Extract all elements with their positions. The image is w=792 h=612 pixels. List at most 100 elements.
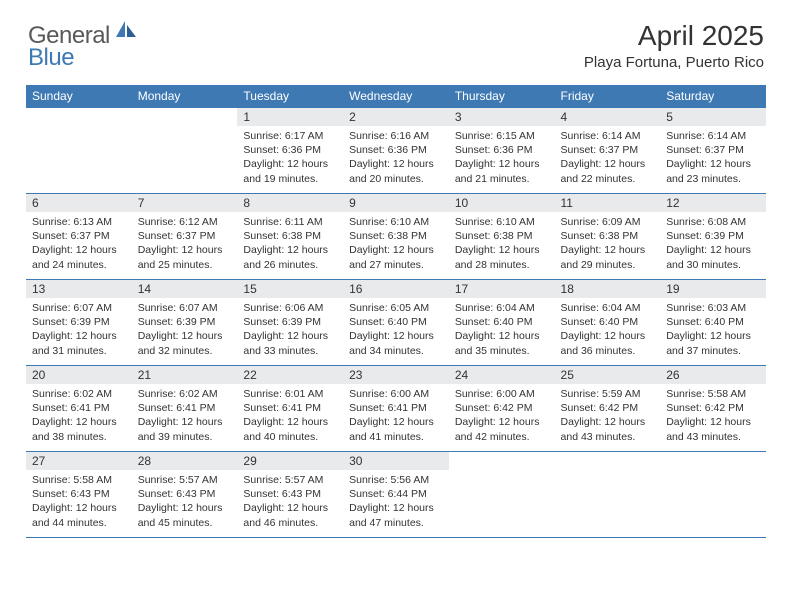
weekday-header: Thursday [449,85,555,108]
calendar-table: SundayMondayTuesdayWednesdayThursdayFrid… [26,85,766,538]
day-details: Sunrise: 6:06 AMSunset: 6:39 PMDaylight:… [237,298,343,362]
month-year: April 2025 [584,20,764,52]
calendar-week-row: 6Sunrise: 6:13 AMSunset: 6:37 PMDaylight… [26,194,766,280]
calendar-day-cell: 19Sunrise: 6:03 AMSunset: 6:40 PMDayligh… [660,280,766,366]
day-details: Sunrise: 6:02 AMSunset: 6:41 PMDaylight:… [132,384,238,448]
calendar-day-cell: 29Sunrise: 5:57 AMSunset: 6:43 PMDayligh… [237,452,343,538]
day-number: 27 [26,452,132,470]
day-number: 18 [555,280,661,298]
day-number: 13 [26,280,132,298]
day-details: Sunrise: 6:07 AMSunset: 6:39 PMDaylight:… [132,298,238,362]
weekday-header: Tuesday [237,85,343,108]
day-details: Sunrise: 6:12 AMSunset: 6:37 PMDaylight:… [132,212,238,276]
day-number: 15 [237,280,343,298]
calendar-day-cell: 26Sunrise: 5:58 AMSunset: 6:42 PMDayligh… [660,366,766,452]
day-number: 17 [449,280,555,298]
day-details: Sunrise: 5:56 AMSunset: 6:44 PMDaylight:… [343,470,449,534]
day-details: Sunrise: 6:02 AMSunset: 6:41 PMDaylight:… [26,384,132,448]
calendar-day-cell: 3Sunrise: 6:15 AMSunset: 6:36 PMDaylight… [449,108,555,194]
calendar-week-row: 27Sunrise: 5:58 AMSunset: 6:43 PMDayligh… [26,452,766,538]
day-number: 11 [555,194,661,212]
calendar-day-cell: 14Sunrise: 6:07 AMSunset: 6:39 PMDayligh… [132,280,238,366]
calendar-day-cell: 1Sunrise: 6:17 AMSunset: 6:36 PMDaylight… [237,108,343,194]
day-number: 24 [449,366,555,384]
calendar-empty-cell [449,452,555,538]
calendar-day-cell: 10Sunrise: 6:10 AMSunset: 6:38 PMDayligh… [449,194,555,280]
day-details: Sunrise: 6:09 AMSunset: 6:38 PMDaylight:… [555,212,661,276]
calendar-week-row: 20Sunrise: 6:02 AMSunset: 6:41 PMDayligh… [26,366,766,452]
weekday-header: Wednesday [343,85,449,108]
calendar-empty-cell [555,452,661,538]
calendar-day-cell: 13Sunrise: 6:07 AMSunset: 6:39 PMDayligh… [26,280,132,366]
calendar-day-cell: 5Sunrise: 6:14 AMSunset: 6:37 PMDaylight… [660,108,766,194]
day-details: Sunrise: 6:07 AMSunset: 6:39 PMDaylight:… [26,298,132,362]
calendar-day-cell: 25Sunrise: 5:59 AMSunset: 6:42 PMDayligh… [555,366,661,452]
day-number: 7 [132,194,238,212]
day-number: 25 [555,366,661,384]
calendar-week-row: 13Sunrise: 6:07 AMSunset: 6:39 PMDayligh… [26,280,766,366]
day-number: 8 [237,194,343,212]
day-number: 26 [660,366,766,384]
page-header: General April 2025 Playa Fortuna, Puerto… [0,0,792,79]
weekday-header: Saturday [660,85,766,108]
calendar-day-cell: 23Sunrise: 6:00 AMSunset: 6:41 PMDayligh… [343,366,449,452]
day-details: Sunrise: 6:15 AMSunset: 6:36 PMDaylight:… [449,126,555,190]
calendar-day-cell: 18Sunrise: 6:04 AMSunset: 6:40 PMDayligh… [555,280,661,366]
calendar-week-row: 1Sunrise: 6:17 AMSunset: 6:36 PMDaylight… [26,108,766,194]
calendar-day-cell: 4Sunrise: 6:14 AMSunset: 6:37 PMDaylight… [555,108,661,194]
day-number: 10 [449,194,555,212]
day-number: 29 [237,452,343,470]
day-details: Sunrise: 6:00 AMSunset: 6:42 PMDaylight:… [449,384,555,448]
calendar-day-cell: 15Sunrise: 6:06 AMSunset: 6:39 PMDayligh… [237,280,343,366]
day-details: Sunrise: 5:59 AMSunset: 6:42 PMDaylight:… [555,384,661,448]
day-number: 22 [237,366,343,384]
day-number: 30 [343,452,449,470]
day-number: 28 [132,452,238,470]
day-details: Sunrise: 5:57 AMSunset: 6:43 PMDaylight:… [237,470,343,534]
logo-sail-icon [115,20,137,43]
calendar-day-cell: 30Sunrise: 5:56 AMSunset: 6:44 PMDayligh… [343,452,449,538]
day-number: 14 [132,280,238,298]
day-details: Sunrise: 6:08 AMSunset: 6:39 PMDaylight:… [660,212,766,276]
weekday-header: Monday [132,85,238,108]
day-details: Sunrise: 6:05 AMSunset: 6:40 PMDaylight:… [343,298,449,362]
title-block: April 2025 Playa Fortuna, Puerto Rico [584,20,764,71]
calendar-day-cell: 9Sunrise: 6:10 AMSunset: 6:38 PMDaylight… [343,194,449,280]
day-number: 5 [660,108,766,126]
calendar-empty-cell [26,108,132,194]
day-number: 3 [449,108,555,126]
day-number: 2 [343,108,449,126]
day-details: Sunrise: 6:11 AMSunset: 6:38 PMDaylight:… [237,212,343,276]
calendar-day-cell: 12Sunrise: 6:08 AMSunset: 6:39 PMDayligh… [660,194,766,280]
calendar-day-cell: 7Sunrise: 6:12 AMSunset: 6:37 PMDaylight… [132,194,238,280]
calendar-empty-cell [660,452,766,538]
day-details: Sunrise: 6:10 AMSunset: 6:38 PMDaylight:… [343,212,449,276]
weekday-header: Sunday [26,85,132,108]
calendar-day-cell: 24Sunrise: 6:00 AMSunset: 6:42 PMDayligh… [449,366,555,452]
calendar-day-cell: 20Sunrise: 6:02 AMSunset: 6:41 PMDayligh… [26,366,132,452]
calendar-day-cell: 17Sunrise: 6:04 AMSunset: 6:40 PMDayligh… [449,280,555,366]
day-details: Sunrise: 5:57 AMSunset: 6:43 PMDaylight:… [132,470,238,534]
brand-word-2: Blue [28,44,74,71]
day-number: 12 [660,194,766,212]
day-details: Sunrise: 6:14 AMSunset: 6:37 PMDaylight:… [660,126,766,190]
day-details: Sunrise: 6:10 AMSunset: 6:38 PMDaylight:… [449,212,555,276]
day-details: Sunrise: 5:58 AMSunset: 6:42 PMDaylight:… [660,384,766,448]
location: Playa Fortuna, Puerto Rico [584,54,764,71]
day-details: Sunrise: 6:04 AMSunset: 6:40 PMDaylight:… [449,298,555,362]
day-details: Sunrise: 6:16 AMSunset: 6:36 PMDaylight:… [343,126,449,190]
day-details: Sunrise: 6:17 AMSunset: 6:36 PMDaylight:… [237,126,343,190]
calendar-day-cell: 21Sunrise: 6:02 AMSunset: 6:41 PMDayligh… [132,366,238,452]
day-number: 16 [343,280,449,298]
day-details: Sunrise: 6:13 AMSunset: 6:37 PMDaylight:… [26,212,132,276]
calendar-day-cell: 27Sunrise: 5:58 AMSunset: 6:43 PMDayligh… [26,452,132,538]
day-number: 23 [343,366,449,384]
calendar-day-cell: 11Sunrise: 6:09 AMSunset: 6:38 PMDayligh… [555,194,661,280]
calendar-empty-cell [132,108,238,194]
calendar-day-cell: 16Sunrise: 6:05 AMSunset: 6:40 PMDayligh… [343,280,449,366]
day-details: Sunrise: 6:01 AMSunset: 6:41 PMDaylight:… [237,384,343,448]
brand-word-2-wrap: Blue [30,44,74,72]
day-number: 20 [26,366,132,384]
calendar-body: 1Sunrise: 6:17 AMSunset: 6:36 PMDaylight… [26,108,766,538]
day-number: 19 [660,280,766,298]
